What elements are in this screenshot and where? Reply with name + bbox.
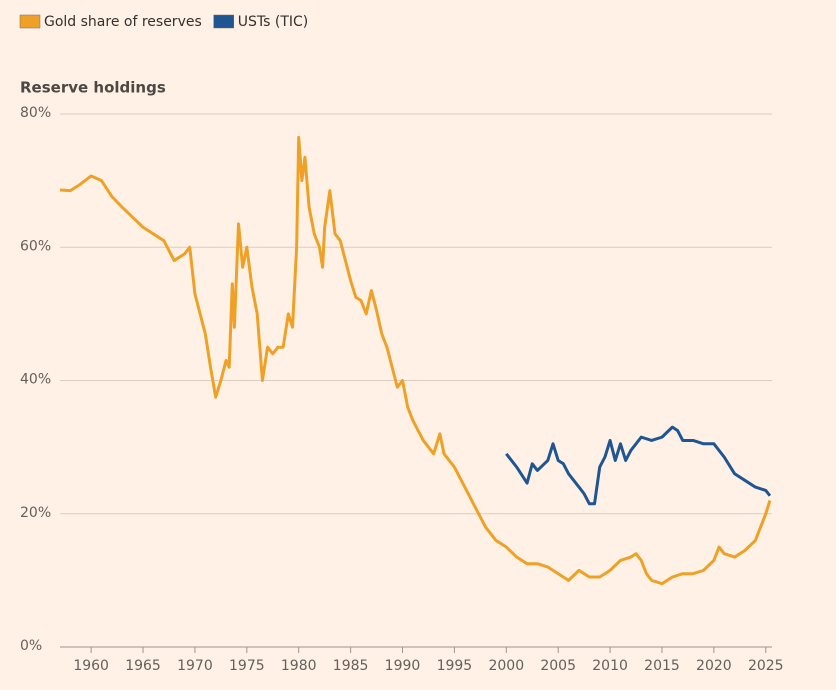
series-line [59,135,772,586]
y-tick-label: 0% [20,638,42,654]
y-axis-title: Reserve holdings [20,79,166,97]
x-tick-label: 2020 [696,658,732,674]
x-tick-label: 1985 [333,658,369,674]
x-tick-label: 1975 [229,658,265,674]
x-tick-label: 2010 [592,658,628,674]
legend-label: USTs (TIC) [238,14,309,30]
series-line [505,425,772,506]
legend-swatch [213,14,235,29]
x-tick-label: 1970 [177,658,213,674]
legend-swatch [19,14,41,29]
x-tick-label: 1990 [385,658,421,674]
x-tick-label: 1960 [73,658,109,674]
x-tick-label: 1965 [125,658,161,674]
x-tick-label: 2025 [748,658,784,674]
y-tick-label: 40% [20,372,51,388]
y-tick-label: 20% [20,505,51,521]
x-tick-label: 2005 [540,658,576,674]
x-tick-label: 2015 [644,658,680,674]
x-tick-label: 1995 [437,658,473,674]
legend-label: Gold share of reserves [44,14,202,30]
x-tick-label: 1980 [281,658,317,674]
y-tick-label: 60% [20,238,51,254]
y-tick-label: 80% [20,105,51,121]
x-tick-label: 2000 [488,658,524,674]
